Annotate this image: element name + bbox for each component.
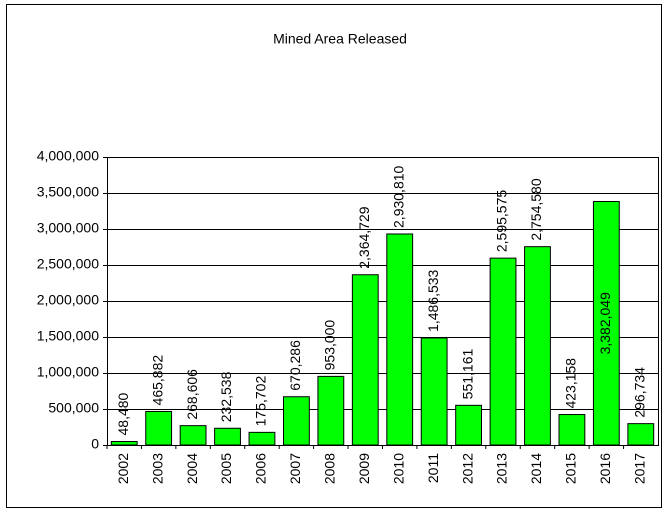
bar <box>282 396 310 446</box>
y-tick-label: 3,500,000 <box>37 184 99 200</box>
x-tick-label: 2012 <box>459 453 475 484</box>
data-label: 48,480 <box>115 392 131 435</box>
data-label: 2,930,810 <box>390 165 406 227</box>
bar <box>524 246 551 446</box>
bar <box>420 337 448 446</box>
bar <box>489 257 517 446</box>
bar <box>592 200 620 446</box>
data-label: 1,486,533 <box>425 269 441 331</box>
data-label: 175,702 <box>253 376 269 427</box>
y-tick-label: 2,500,000 <box>37 256 99 272</box>
data-label: 551,161 <box>459 348 475 399</box>
data-label: 465,882 <box>149 355 165 406</box>
x-tick-label: 2008 <box>322 453 338 484</box>
y-tick-label: 1,000,000 <box>37 364 99 380</box>
y-tick-label: 4,000,000 <box>37 148 99 164</box>
bar <box>558 414 586 446</box>
y-tick-label: 2,000,000 <box>37 292 99 308</box>
data-label: 953,000 <box>322 320 338 371</box>
y-tick-label: 1,500,000 <box>37 328 99 344</box>
bar <box>627 423 655 446</box>
bar <box>248 431 276 446</box>
y-tick-label: 3,000,000 <box>37 220 99 236</box>
data-label: 670,286 <box>287 340 303 391</box>
bar <box>179 425 207 446</box>
x-tick-label: 2011 <box>425 453 441 483</box>
y-tick-label: 500,000 <box>48 400 99 416</box>
bar <box>214 427 241 446</box>
x-tick-label: 2014 <box>528 453 544 484</box>
data-label: 2,754,580 <box>528 178 544 240</box>
data-label: 296,734 <box>631 367 647 418</box>
bar <box>317 375 345 446</box>
x-tick-label: 2002 <box>115 453 131 484</box>
data-label: 2,364,729 <box>356 206 372 268</box>
data-label: 268,606 <box>184 369 200 420</box>
x-tick-label: 2017 <box>631 453 647 484</box>
x-tick-label: 2009 <box>356 453 372 484</box>
y-tick-label: 0 <box>91 436 99 452</box>
bar <box>145 410 173 446</box>
bar <box>351 274 379 446</box>
x-tick-label: 2003 <box>149 453 165 484</box>
data-label: 2,595,575 <box>494 190 510 252</box>
data-label: 423,158 <box>563 358 579 409</box>
x-tick-label: 2006 <box>253 453 269 484</box>
x-tick-label: 2004 <box>184 453 200 484</box>
chart-title: Mined Area Released <box>273 31 407 47</box>
x-tick-label: 2015 <box>563 453 579 484</box>
x-tick-label: 2007 <box>287 453 303 484</box>
x-tick-label: 2005 <box>218 453 234 484</box>
x-tick-label: 2010 <box>390 453 406 484</box>
x-tick-label: 2016 <box>597 453 613 484</box>
data-label: 232,538 <box>218 371 234 422</box>
bar <box>386 233 414 446</box>
bar <box>110 441 138 446</box>
x-tick-label: 2013 <box>494 453 510 484</box>
bar <box>455 404 483 446</box>
data-label: 3,382,049 <box>597 292 613 354</box>
